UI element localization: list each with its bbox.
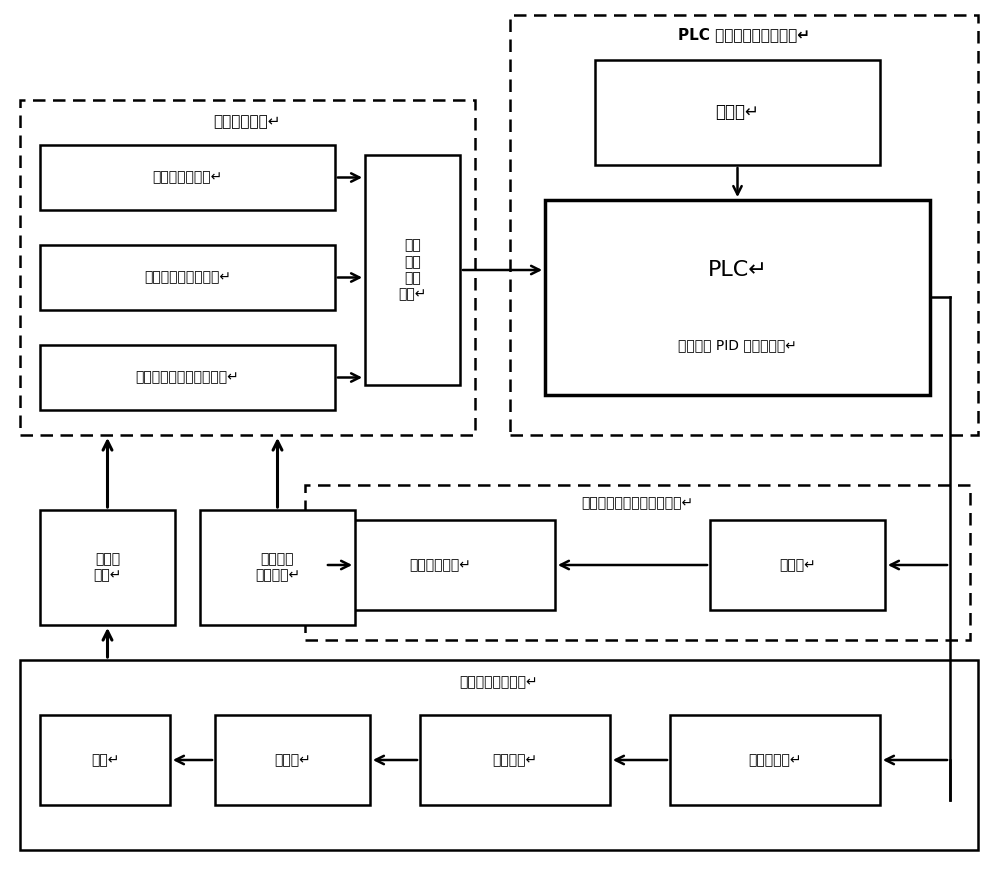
Bar <box>510 15 978 435</box>
Text: 丝杠↵: 丝杠↵ <box>91 753 119 767</box>
Text: 伺服驱动器↵: 伺服驱动器↵ <box>748 753 802 767</box>
Text: 伺服电机↵: 伺服电机↵ <box>492 753 538 767</box>
Text: PLC↵: PLC↵ <box>708 260 767 280</box>
Text: 驱动滚筒电机速度调节模块↵: 驱动滚筒电机速度调节模块↵ <box>581 496 694 510</box>
Bar <box>215 715 370 805</box>
Text: 驱动滚筒电机↵: 驱动滚筒电机↵ <box>409 558 471 572</box>
Text: 输送带旋转式速度传感器↵: 输送带旋转式速度传感器↵ <box>136 370 239 384</box>
Text: 信号
采集
处理
电路↵: 信号 采集 处理 电路↵ <box>398 239 427 301</box>
Text: 信号采集模块↵: 信号采集模块↵ <box>214 114 281 130</box>
Text: 张力自动调整装置↵: 张力自动调整装置↵ <box>460 675 538 689</box>
Bar <box>325 520 555 610</box>
Text: PLC 自动检测化控制模块↵: PLC 自动检测化控制模块↵ <box>678 28 810 43</box>
Bar <box>40 715 170 805</box>
Text: 驱动滚筒光电编码器↵: 驱动滚筒光电编码器↵ <box>144 271 231 285</box>
Text: 减速箱↵: 减速箱↵ <box>274 753 311 767</box>
Bar <box>670 715 880 805</box>
Text: 张力检测传感器↵: 张力检测传感器↵ <box>152 171 223 185</box>
Text: 变频器↵: 变频器↵ <box>779 558 816 572</box>
Bar <box>40 145 335 210</box>
Bar <box>545 200 930 395</box>
Text: 驱动滚筒
电机速度↵: 驱动滚筒 电机速度↵ <box>255 552 300 583</box>
Bar <box>40 245 335 310</box>
Bar <box>200 510 355 625</box>
Bar <box>40 510 175 625</box>
Bar <box>305 485 970 640</box>
Bar <box>20 100 475 435</box>
Bar <box>710 520 885 610</box>
Bar <box>365 155 460 385</box>
Text: （含模糊 PID 控制系统）↵: （含模糊 PID 控制系统）↵ <box>678 338 797 352</box>
Bar <box>595 60 880 165</box>
Text: 触摸屏↵: 触摸屏↵ <box>716 104 759 121</box>
Bar <box>20 660 978 850</box>
Bar <box>420 715 610 805</box>
Bar <box>40 345 335 410</box>
Text: 输送带
张力↵: 输送带 张力↵ <box>93 552 122 583</box>
